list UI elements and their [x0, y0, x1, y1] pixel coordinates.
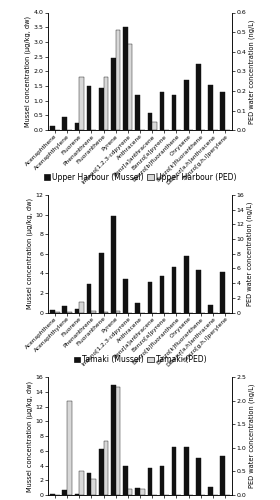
Bar: [79, 472, 84, 495]
Bar: [99, 448, 104, 495]
Bar: [208, 304, 213, 312]
Bar: [184, 80, 189, 130]
Bar: [208, 84, 213, 130]
Y-axis label: Mussel concentration (µg/kg, dw): Mussel concentration (µg/kg, dw): [25, 16, 31, 127]
Bar: [123, 279, 128, 312]
Bar: [87, 473, 91, 495]
Bar: [220, 272, 225, 312]
Bar: [123, 466, 128, 495]
Bar: [74, 308, 79, 312]
Bar: [135, 303, 140, 312]
Bar: [50, 494, 55, 495]
Bar: [99, 253, 104, 312]
Bar: [62, 306, 67, 312]
Bar: [62, 117, 67, 130]
Bar: [79, 77, 84, 130]
Bar: [148, 468, 152, 495]
Bar: [116, 30, 120, 130]
Bar: [160, 466, 164, 495]
Bar: [160, 276, 164, 312]
Bar: [74, 123, 79, 130]
Bar: [184, 256, 189, 312]
Bar: [220, 456, 225, 495]
Bar: [50, 310, 55, 312]
Bar: [196, 270, 201, 312]
Bar: [220, 92, 225, 130]
Bar: [172, 95, 176, 130]
Bar: [135, 488, 140, 495]
Bar: [87, 86, 91, 130]
Bar: [67, 401, 72, 495]
Bar: [184, 447, 189, 495]
Bar: [87, 284, 91, 312]
Y-axis label: Mussel concentration (µg/kg, dw): Mussel concentration (µg/kg, dw): [27, 380, 34, 492]
Bar: [160, 92, 164, 130]
Bar: [79, 302, 84, 312]
Bar: [91, 478, 96, 495]
Y-axis label: Mussel concentration (µg/kg, dw): Mussel concentration (µg/kg, dw): [27, 198, 34, 310]
Legend: Tamaki (Mussel), Tamaki (PED): Tamaki (Mussel), Tamaki (PED): [73, 355, 206, 364]
Bar: [104, 77, 108, 130]
Bar: [148, 112, 152, 130]
Y-axis label: PED water concentration (ng/L): PED water concentration (ng/L): [249, 384, 255, 488]
Bar: [196, 64, 201, 130]
Bar: [123, 27, 128, 130]
Bar: [148, 282, 152, 312]
Bar: [104, 441, 108, 495]
Bar: [50, 126, 55, 130]
Bar: [74, 494, 79, 495]
Bar: [172, 268, 176, 312]
Bar: [208, 487, 213, 495]
Bar: [111, 384, 116, 495]
Bar: [111, 58, 116, 130]
Bar: [116, 386, 120, 495]
Bar: [140, 490, 144, 495]
Bar: [172, 447, 176, 495]
Y-axis label: PED water concentration (ng/L): PED water concentration (ng/L): [249, 19, 255, 124]
Bar: [152, 122, 157, 130]
Bar: [128, 490, 132, 495]
Legend: Upper Harbour (Mussel), Upper Harbour (PED): Upper Harbour (Mussel), Upper Harbour (P…: [44, 173, 236, 182]
Bar: [99, 88, 104, 130]
Bar: [111, 216, 116, 312]
Bar: [196, 458, 201, 495]
Y-axis label: PED water concentration (ng/L): PED water concentration (ng/L): [246, 202, 253, 306]
Bar: [135, 95, 140, 130]
Bar: [128, 44, 132, 130]
Bar: [62, 490, 67, 495]
